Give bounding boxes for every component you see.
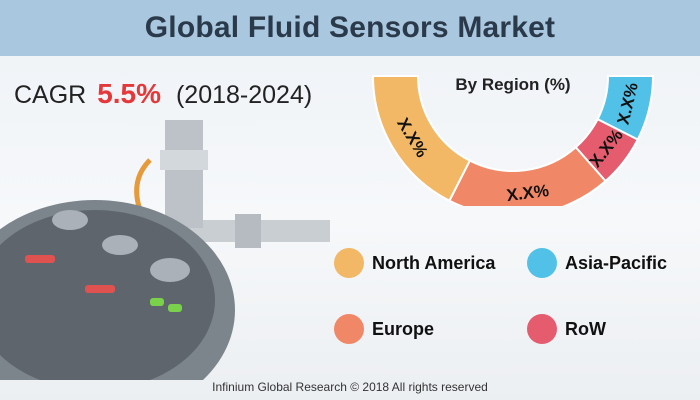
device-button-arrows [150, 258, 190, 282]
legend-swatch-asia-pacific [527, 248, 557, 278]
legend-swatch-north-america [334, 248, 364, 278]
legend-item-europe: Europe [334, 314, 434, 344]
legend-item-north-america: North America [334, 248, 495, 278]
donut-slice-asia-pacific [596, 75, 655, 141]
legend-label: RoW [565, 318, 606, 339]
device-button-set [102, 235, 138, 255]
device-button-esc [52, 210, 88, 230]
device-led-red [25, 255, 55, 263]
title-bar: Global Fluid Sensors Market [0, 0, 700, 56]
page-title: Global Fluid Sensors Market [144, 11, 556, 44]
legend-item-asia-pacific: Asia-Pacific [527, 248, 667, 278]
cagr-label: CAGR [14, 81, 87, 109]
footer-copyright: Infinium Global Research © 2018 All righ… [212, 380, 488, 394]
device-led-red [85, 285, 115, 293]
legend-label: North America [372, 252, 496, 273]
device-led-green [168, 304, 182, 312]
sensor-collar [160, 150, 208, 170]
pipe-fitting [235, 214, 261, 248]
chart-title: By Region (%) [455, 75, 570, 94]
sensor-cable [134, 158, 152, 211]
legend-label: Asia-Pacific [565, 252, 668, 273]
device-face [0, 210, 215, 380]
cagr-value: 5.5% [97, 78, 162, 109]
cagr-period: (2018-2024) [175, 81, 313, 109]
device-led-green [150, 298, 164, 306]
cagr-stat: CAGR 5.5% (2018-2024) [14, 78, 312, 110]
sensor-device-illustration [0, 120, 330, 380]
legend-swatch-europe [334, 314, 364, 344]
legend-swatch-row [527, 314, 557, 344]
sensor-probe [165, 120, 203, 228]
legend-item-row: RoW [527, 314, 606, 344]
region-donut-chart: X.X%X.X%X.X%X.X% By Region (%) [371, 75, 655, 206]
legend-label: Europe [372, 318, 435, 339]
